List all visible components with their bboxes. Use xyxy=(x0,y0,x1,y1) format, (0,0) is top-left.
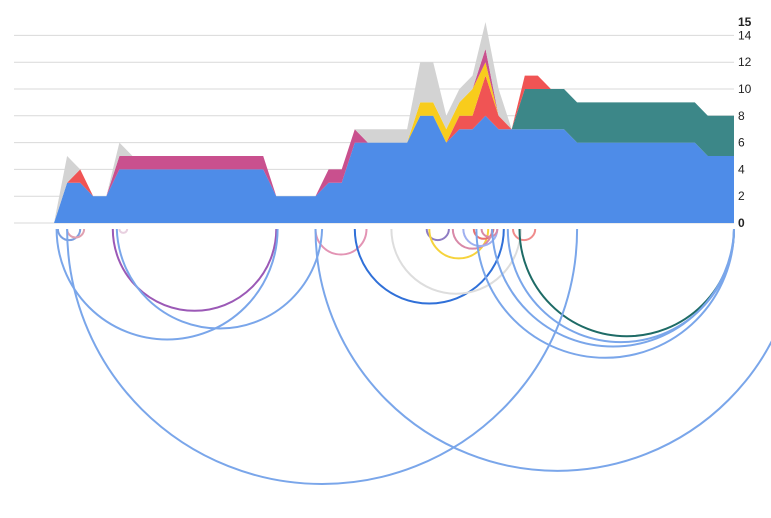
arc-11 xyxy=(462,228,499,247)
arc-20 xyxy=(314,228,771,472)
area-series xyxy=(54,22,734,224)
y-tick-label-12: 12 xyxy=(738,55,752,69)
area-series-1 xyxy=(54,89,734,223)
arc-18 xyxy=(475,228,735,359)
arc-6 xyxy=(353,228,505,305)
arc-13 xyxy=(480,228,499,238)
y-tick-label-2: 2 xyxy=(738,189,745,203)
arc-15 xyxy=(518,228,735,338)
arc-14 xyxy=(512,228,537,242)
arc-21 xyxy=(115,228,324,330)
arc-4 xyxy=(55,228,279,341)
arc-5 xyxy=(314,228,368,256)
area-series-0 xyxy=(54,115,734,223)
arc-16 xyxy=(506,228,735,344)
arc-links xyxy=(55,228,771,485)
y-tick-label-15: 15 xyxy=(738,15,752,29)
arc-3 xyxy=(111,228,278,312)
y-tick-label-4: 4 xyxy=(738,162,745,176)
arc-17 xyxy=(491,228,735,348)
arc-8 xyxy=(425,228,450,242)
y-tick-label-6: 6 xyxy=(738,136,745,150)
arc-0 xyxy=(56,228,82,242)
arc-7 xyxy=(390,228,522,295)
arc-2 xyxy=(118,228,129,234)
y-tick-label-10: 10 xyxy=(738,82,752,96)
y-tick-label-0: 0 xyxy=(738,216,745,230)
arc-1 xyxy=(66,228,86,239)
arc-19 xyxy=(66,228,579,485)
y-tick-label-14: 14 xyxy=(738,28,752,42)
arc-9 xyxy=(428,228,490,260)
y-tick-label-8: 8 xyxy=(738,109,745,123)
